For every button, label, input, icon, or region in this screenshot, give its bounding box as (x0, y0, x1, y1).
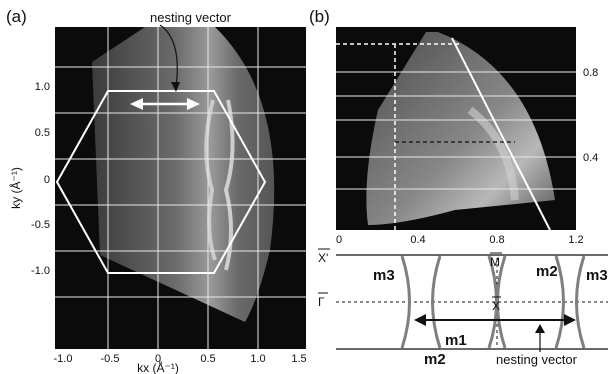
band-mid-right (496, 255, 507, 349)
panel-b-label: (b) (309, 7, 330, 26)
nesting-vector-arrow-schematic (414, 314, 576, 326)
band-label-m2-top: m2 (536, 263, 558, 280)
nesting-vector-label-a: nesting vector (150, 10, 232, 25)
brillouin-zone-hexagon (55, 90, 267, 274)
y-axis-label-a: ky (Å⁻¹) (8, 167, 23, 209)
x-tick-label: 0.8 (489, 234, 504, 246)
band-left-inner (431, 255, 442, 349)
band-label-m3-left: m3 (373, 267, 395, 284)
x-tick-label: 1.2 (568, 234, 583, 246)
x-tick-label: 1.5 (291, 353, 306, 365)
symbol-m: M (490, 255, 500, 269)
y-tick-label: 0.4 (583, 152, 598, 164)
x-ticks-a: -1.0 -0.5 0 0.5 1.0 1.5 (54, 353, 307, 365)
y-tick-label: -1.0 (31, 265, 50, 277)
y-tick-label: 0.5 (35, 127, 50, 139)
band-right-outer (554, 255, 565, 349)
symbol-x: X (492, 299, 500, 313)
x-tick-label: -0.5 (101, 353, 120, 365)
x-tick-label: 0 (155, 353, 161, 365)
panel-a-label: (a) (6, 7, 27, 26)
symbol-gamma: Γ (318, 295, 325, 309)
nesting-vector-label-schematic: nesting vector (496, 352, 578, 367)
x-tick-label: 1.0 (250, 353, 265, 365)
x-ticks-b: 0 0.4 0.8 1.2 (336, 234, 584, 246)
y-ticks-a: 1.0 0.5 0 -0.5 -1.0 (31, 81, 50, 277)
panel-b: (b) 0 0.4 0.8 1.2 0.8 0.4 (309, 7, 598, 246)
x-tick-label: 0.4 (410, 234, 425, 246)
band-label-m1: m1 (445, 332, 467, 349)
band-left-outer (400, 255, 411, 349)
nesting-vector-arrow-a (130, 98, 200, 110)
x-tick-label: 0 (336, 234, 342, 246)
fermi-surface-feature-b (467, 106, 519, 201)
y-tick-label: 1.0 (35, 81, 50, 93)
x-tick-label: -1.0 (54, 353, 73, 365)
bz-boundary-line (451, 37, 551, 231)
y-ticks-b: 0.8 0.4 (583, 67, 598, 164)
y-tick-label: 0 (44, 174, 50, 186)
band-label-m3-right: m3 (586, 267, 608, 284)
symbol-x-prime: X' (318, 251, 328, 265)
fermi-surface-bands (400, 255, 586, 349)
y-tick-label: -0.5 (31, 219, 50, 231)
y-tick-label: 0.8 (583, 67, 598, 79)
pointer-arrowhead (171, 82, 180, 92)
panel-a: (a) nesting vector 1.0 0.5 (6, 7, 307, 374)
grid-a (55, 27, 306, 349)
x-tick-label: 0.5 (200, 353, 215, 365)
nesting-vector-pointer (159, 24, 178, 88)
schematic-pointer-head (535, 324, 545, 333)
band-right-inner (575, 255, 586, 349)
band-label-m2-bottom: m2 (424, 351, 446, 368)
band-schematic: X' Γ M X m3 m2 m3 m1 m2 nesting vector (318, 248, 608, 368)
grid-b (336, 71, 576, 190)
x-axis-label-a: kx (Å⁻¹) (137, 360, 179, 374)
